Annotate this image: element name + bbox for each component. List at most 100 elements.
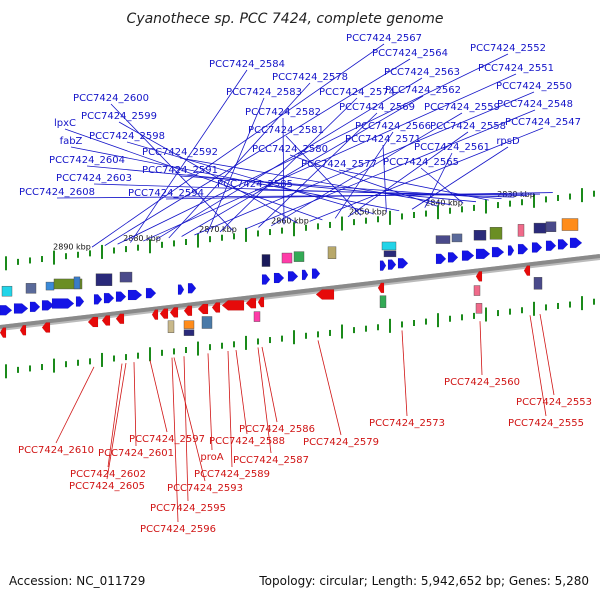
forward-gene-arrow (301, 269, 309, 281)
reverse-feature-box (183, 329, 195, 336)
leader-line (194, 91, 535, 236)
leader-line (86, 165, 477, 203)
leader-line (104, 58, 411, 246)
map-title: Cyanothece sp. PCC 7424, complete genome (127, 11, 444, 27)
forward-gene-arrow (491, 246, 505, 258)
forward-gene-label: PCC7424_2578 (272, 72, 348, 83)
reverse-gene-label: PCC7424_2596 (140, 524, 216, 535)
forward-gene-arrow (379, 260, 387, 271)
forward-feature-box (53, 278, 83, 290)
reverse-gene-label: PCC7424_2573 (369, 418, 445, 429)
label-leader-lines (55, 43, 555, 523)
reverse-gene-arrow (19, 325, 27, 336)
forward-gene-arrow (435, 253, 447, 265)
reverse-gene-label: PCC7424_2586 (239, 424, 315, 435)
reverse-gene-arrow (0, 327, 7, 338)
forward-gene-label: PCC7424_2583 (226, 87, 302, 98)
forward-gene-label: PCC7424_2604 (49, 155, 125, 166)
forward-gene-arrow (461, 250, 475, 261)
forward-gene-label: lpxC (54, 118, 76, 129)
forward-gene-label: PCC7424_2600 (73, 93, 149, 104)
forward-gene-label: PCC7424_2564 (372, 48, 448, 59)
reverse-gene-arrow (101, 315, 111, 326)
reverse-gene-label: PCC7424_2605 (69, 481, 145, 492)
kbp-tick-label: 2870 kbp (199, 225, 237, 234)
leader-line (118, 121, 297, 224)
leader-line (155, 77, 423, 240)
leader-line (130, 69, 248, 243)
forward-gene-arrow (93, 294, 103, 305)
forward-gene-arrow (177, 284, 185, 295)
reverse-gene-arrow (159, 308, 169, 319)
leader-line (285, 135, 362, 216)
forward-feature-box (489, 227, 503, 240)
forward-gene-arrow (531, 242, 543, 253)
forward-feature-box (119, 271, 133, 283)
forward-gene-arrow (507, 245, 515, 256)
kbp-tick-label: 2860 kbp (271, 217, 309, 226)
leader-line (110, 103, 234, 231)
leader-line (117, 53, 509, 245)
reverse-gene-label: PCC7424_2588 (209, 436, 285, 447)
forward-gene-arrow (447, 252, 459, 263)
forward-gene-arrow (51, 298, 75, 309)
forward-gene-label: PCC7424_2594 (128, 188, 204, 199)
reverse-gene-label: PCC7424_2555 (508, 418, 584, 429)
leader-line (227, 351, 233, 468)
forward-feature-box (25, 283, 37, 294)
forward-gene-label: PCC7424_2562 (385, 85, 461, 96)
reverse-gene-label: PCC7424_2602 (70, 469, 146, 480)
forward-gene-arrow (75, 296, 85, 307)
leader-line (401, 330, 408, 417)
reverse-gene-arrow (315, 289, 335, 300)
leader-line (55, 366, 95, 444)
leader-line (183, 356, 189, 502)
forward-feature-box (95, 273, 113, 286)
leader-line (317, 340, 342, 436)
forward-gene-label: PCC7424_2548 (497, 99, 573, 110)
forward-gene-arrow (29, 301, 41, 313)
genome-backbone (0, 254, 600, 329)
reverse-feature-box (379, 295, 387, 308)
leader-line (171, 357, 179, 523)
forward-gene-label: PCC7424_2565 (383, 157, 459, 168)
forward-feature-box (261, 254, 271, 267)
reverse-gene-arrow (475, 271, 483, 282)
forward-feature-box (533, 222, 547, 234)
leader-line (206, 97, 265, 234)
reverse-feature-box (167, 320, 175, 333)
forward-feature-box (293, 251, 305, 262)
leader-line (289, 154, 438, 207)
leader-line (106, 363, 127, 480)
reverse-gene-arrow (115, 313, 125, 325)
leader-line (165, 192, 553, 200)
forward-gene-label: PCC7424_2603 (56, 173, 132, 184)
reverse-gene-label: PCC7424_2587 (233, 455, 309, 466)
forward-feature-box (383, 250, 397, 258)
leader-line (420, 167, 464, 204)
leader-line (126, 141, 374, 215)
leader-line (56, 193, 541, 199)
forward-feature-box (1, 285, 13, 297)
forward-gene-arrow (145, 287, 157, 299)
forward-feature-box (45, 281, 55, 291)
kbp-tick-label: 2880 kbp (123, 234, 161, 243)
forward-gene-label: PCC7424_2585 (217, 179, 293, 190)
reverse-gene-arrow (151, 309, 159, 320)
forward-gene-label: PCC7424_2561 (414, 142, 490, 153)
forward-gene-arrow (545, 240, 557, 252)
forward-gene-label: PCC7424_2563 (384, 67, 460, 78)
leader-line (143, 73, 517, 242)
forward-gene-label: PCC7424_2558 (430, 121, 506, 132)
reverse-gene-label: PCC7424_2553 (516, 397, 592, 408)
leader-line (64, 128, 323, 221)
forward-gene-arrow (0, 305, 13, 316)
reverse-gene-arrow (41, 322, 51, 333)
leader-line (309, 127, 544, 222)
forward-gene-label: PCC7424_2580 (252, 144, 328, 155)
reverse-feature-box (533, 277, 543, 290)
leader-line (411, 146, 509, 210)
reverse-gene-arrow (245, 298, 257, 309)
